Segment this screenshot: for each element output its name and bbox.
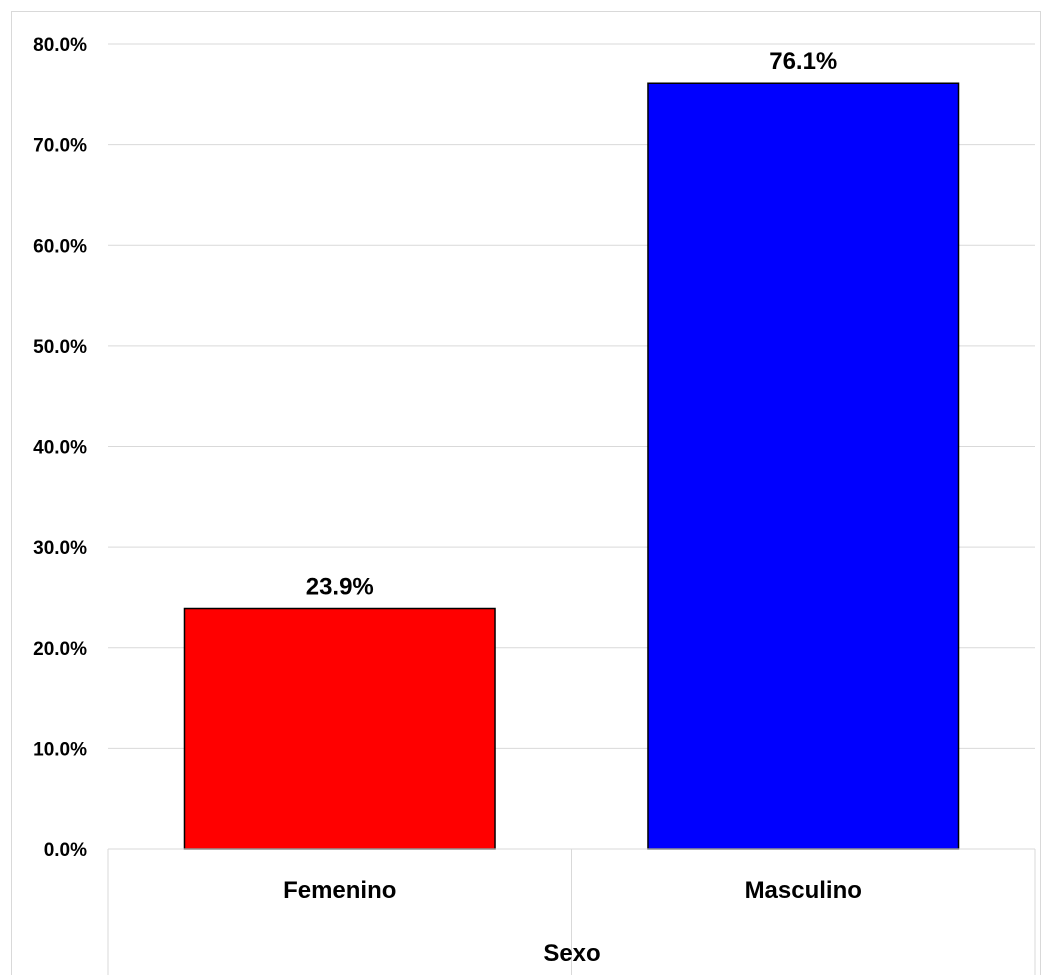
data-label: 23.9%	[306, 574, 374, 601]
y-tick-label: 20.0%	[33, 639, 87, 660]
y-tick-label: 10.0%	[33, 739, 87, 760]
x-axis-title: Sexo	[543, 940, 600, 967]
y-tick-label: 30.0%	[33, 538, 87, 559]
y-tick-label: 40.0%	[33, 438, 87, 459]
x-tick-label: Femenino	[283, 877, 396, 904]
y-tick-label: 70.0%	[33, 136, 87, 157]
y-tick-label: 50.0%	[33, 337, 87, 358]
bars	[183, 82, 960, 850]
data-label: 76.1%	[769, 48, 837, 75]
bar-femenino	[183, 607, 496, 850]
data-labels: 23.9% 76.1%	[306, 48, 838, 600]
chart-area	[11, 11, 1041, 975]
y-axis-tick-labels: 0.0% 10.0% 20.0% 30.0% 40.0% 50.0% 60.0% 70.0% 8…	[33, 35, 87, 861]
bar-masculino	[647, 82, 960, 850]
y-tick-label: 80.0%	[33, 35, 87, 56]
x-tick-label: Masculino	[745, 877, 862, 904]
y-tick-label: 0.0%	[44, 840, 87, 861]
x-axis: Femenino Masculino	[107, 848, 1036, 975]
y-tick-label: 60.0%	[33, 236, 87, 257]
